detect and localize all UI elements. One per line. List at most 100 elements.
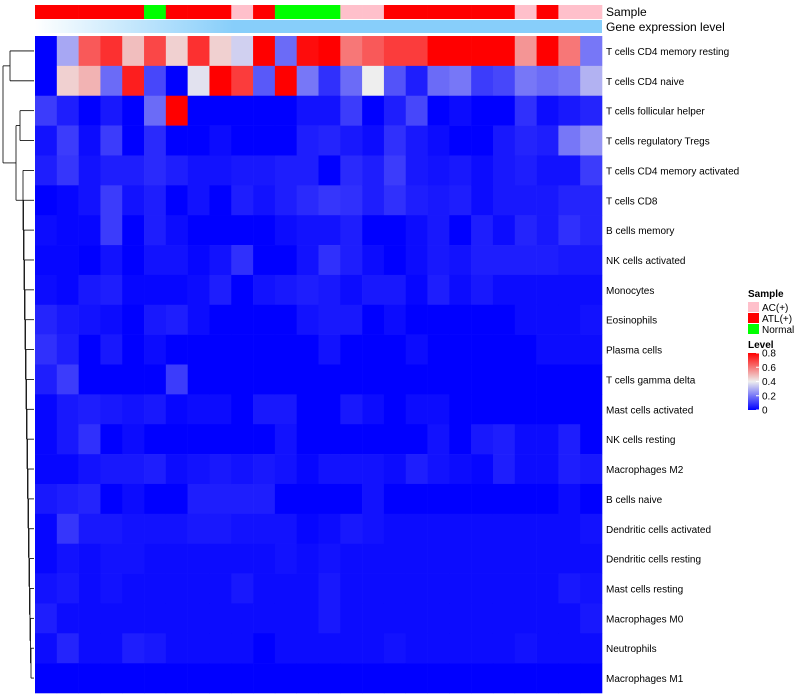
heatmap-cell (471, 603, 494, 634)
heatmap-cell (492, 483, 516, 515)
heatmap-cell (362, 424, 385, 455)
heatmap-cell (340, 454, 363, 485)
heatmap-cell (514, 155, 537, 186)
heatmap-cell (536, 603, 559, 634)
heatmap-cell (274, 215, 297, 246)
sample-annotation-cell (318, 5, 341, 19)
sample-annotation-cell (536, 5, 559, 19)
heatmap-cell (427, 155, 450, 186)
heatmap-cell (405, 513, 428, 544)
heatmap-cell (492, 95, 516, 126)
heatmap-cell (100, 274, 123, 306)
heatmap-cell (580, 364, 603, 395)
heatmap-cell (35, 633, 58, 664)
heatmap-cell (35, 454, 58, 485)
row-label: Mast cells resting (606, 584, 683, 595)
heatmap-cell (253, 454, 276, 485)
heatmap-cell (231, 334, 254, 365)
heatmap-cell (340, 543, 363, 574)
heatmap-cell (340, 483, 363, 515)
heatmap-cell (35, 603, 58, 634)
sample-annotation-track (35, 5, 603, 19)
heatmap-cell (340, 334, 363, 365)
heatmap-cell (340, 155, 363, 186)
heatmap-cell (405, 573, 428, 604)
heatmap-cell (144, 185, 167, 216)
heatmap-cell (165, 454, 188, 485)
heatmap-cell (536, 245, 559, 276)
heatmap-cell (296, 65, 319, 97)
heatmap-cell (340, 245, 363, 276)
heatmap-cell (56, 185, 79, 216)
heatmap-cell (78, 95, 101, 126)
legend-title-level: Level (748, 340, 774, 351)
heatmap-cell (318, 633, 341, 664)
heatmap-cell (580, 274, 603, 306)
heatmap-cell (187, 633, 210, 664)
heatmap-cell (56, 36, 79, 67)
heatmap-cell (383, 274, 407, 306)
heatmap-cell (56, 543, 79, 574)
heatmap-cell (144, 125, 167, 156)
heatmap-cell (231, 155, 254, 186)
color-scale-tick-label: 0.2 (762, 391, 776, 402)
heatmap-cell (100, 304, 123, 335)
heatmap-cell (231, 543, 254, 574)
legend-entry-label: AC(+) (762, 303, 788, 314)
heatmap-cell (35, 65, 58, 97)
heatmap-cell (449, 215, 472, 246)
heatmap-cell (558, 95, 581, 126)
heatmap-cell (78, 454, 101, 485)
heatmap-cell (471, 483, 494, 515)
heatmap-cell (122, 513, 145, 544)
heatmap-cell (318, 245, 341, 276)
heatmap-cell (231, 483, 254, 515)
row-label: T cells follicular helper (606, 107, 705, 118)
heatmap-cell (558, 125, 581, 156)
heatmap-cell (492, 215, 516, 246)
heatmap-cell (492, 125, 516, 156)
heatmap-cell (318, 543, 341, 574)
heatmap-cell (318, 65, 341, 97)
heatmap-cell (405, 394, 428, 425)
heatmap-cell (209, 394, 232, 425)
heatmap-cell (362, 125, 385, 156)
gene-expression-track-label: Gene expression level (606, 20, 725, 34)
sample-annotation-cell (514, 5, 537, 19)
heatmap-cell (35, 394, 58, 425)
heatmap-cell (296, 245, 319, 276)
heatmap-cell (492, 543, 516, 574)
heatmap-cell (56, 573, 79, 604)
heatmap-cell (471, 185, 494, 216)
heatmap-cell (274, 633, 297, 664)
heatmap-cell (253, 633, 276, 664)
heatmap-cell (165, 304, 188, 335)
sample-annotation-cell (471, 5, 494, 19)
heatmap-cell (427, 424, 450, 455)
heatmap-cell (144, 274, 167, 306)
heatmap-cell (209, 483, 232, 515)
heatmap-cell (449, 65, 472, 97)
heatmap-cell (471, 543, 494, 574)
heatmap-cell (100, 603, 123, 634)
heatmap-cell (144, 334, 167, 365)
heatmap-cell (56, 454, 79, 485)
heatmap-cell (144, 364, 167, 395)
heatmap-cell (558, 483, 581, 515)
heatmap-cell (56, 633, 79, 664)
heatmap-cell (56, 65, 79, 97)
heatmap-cell (383, 185, 407, 216)
heatmap-cell (514, 95, 537, 126)
heatmap-cell (35, 663, 58, 694)
heatmap-cell (122, 95, 145, 126)
heatmap-cell (165, 185, 188, 216)
heatmap-cell (274, 65, 297, 97)
heatmap-cell (100, 364, 123, 395)
heatmap-cell (209, 125, 232, 156)
heatmap-cell (536, 125, 559, 156)
heatmap-cell (231, 95, 254, 126)
heatmap-cell (492, 663, 516, 694)
heatmap-cell (122, 215, 145, 246)
heatmap-cell (405, 36, 428, 67)
sample-annotation-cell (144, 5, 167, 19)
